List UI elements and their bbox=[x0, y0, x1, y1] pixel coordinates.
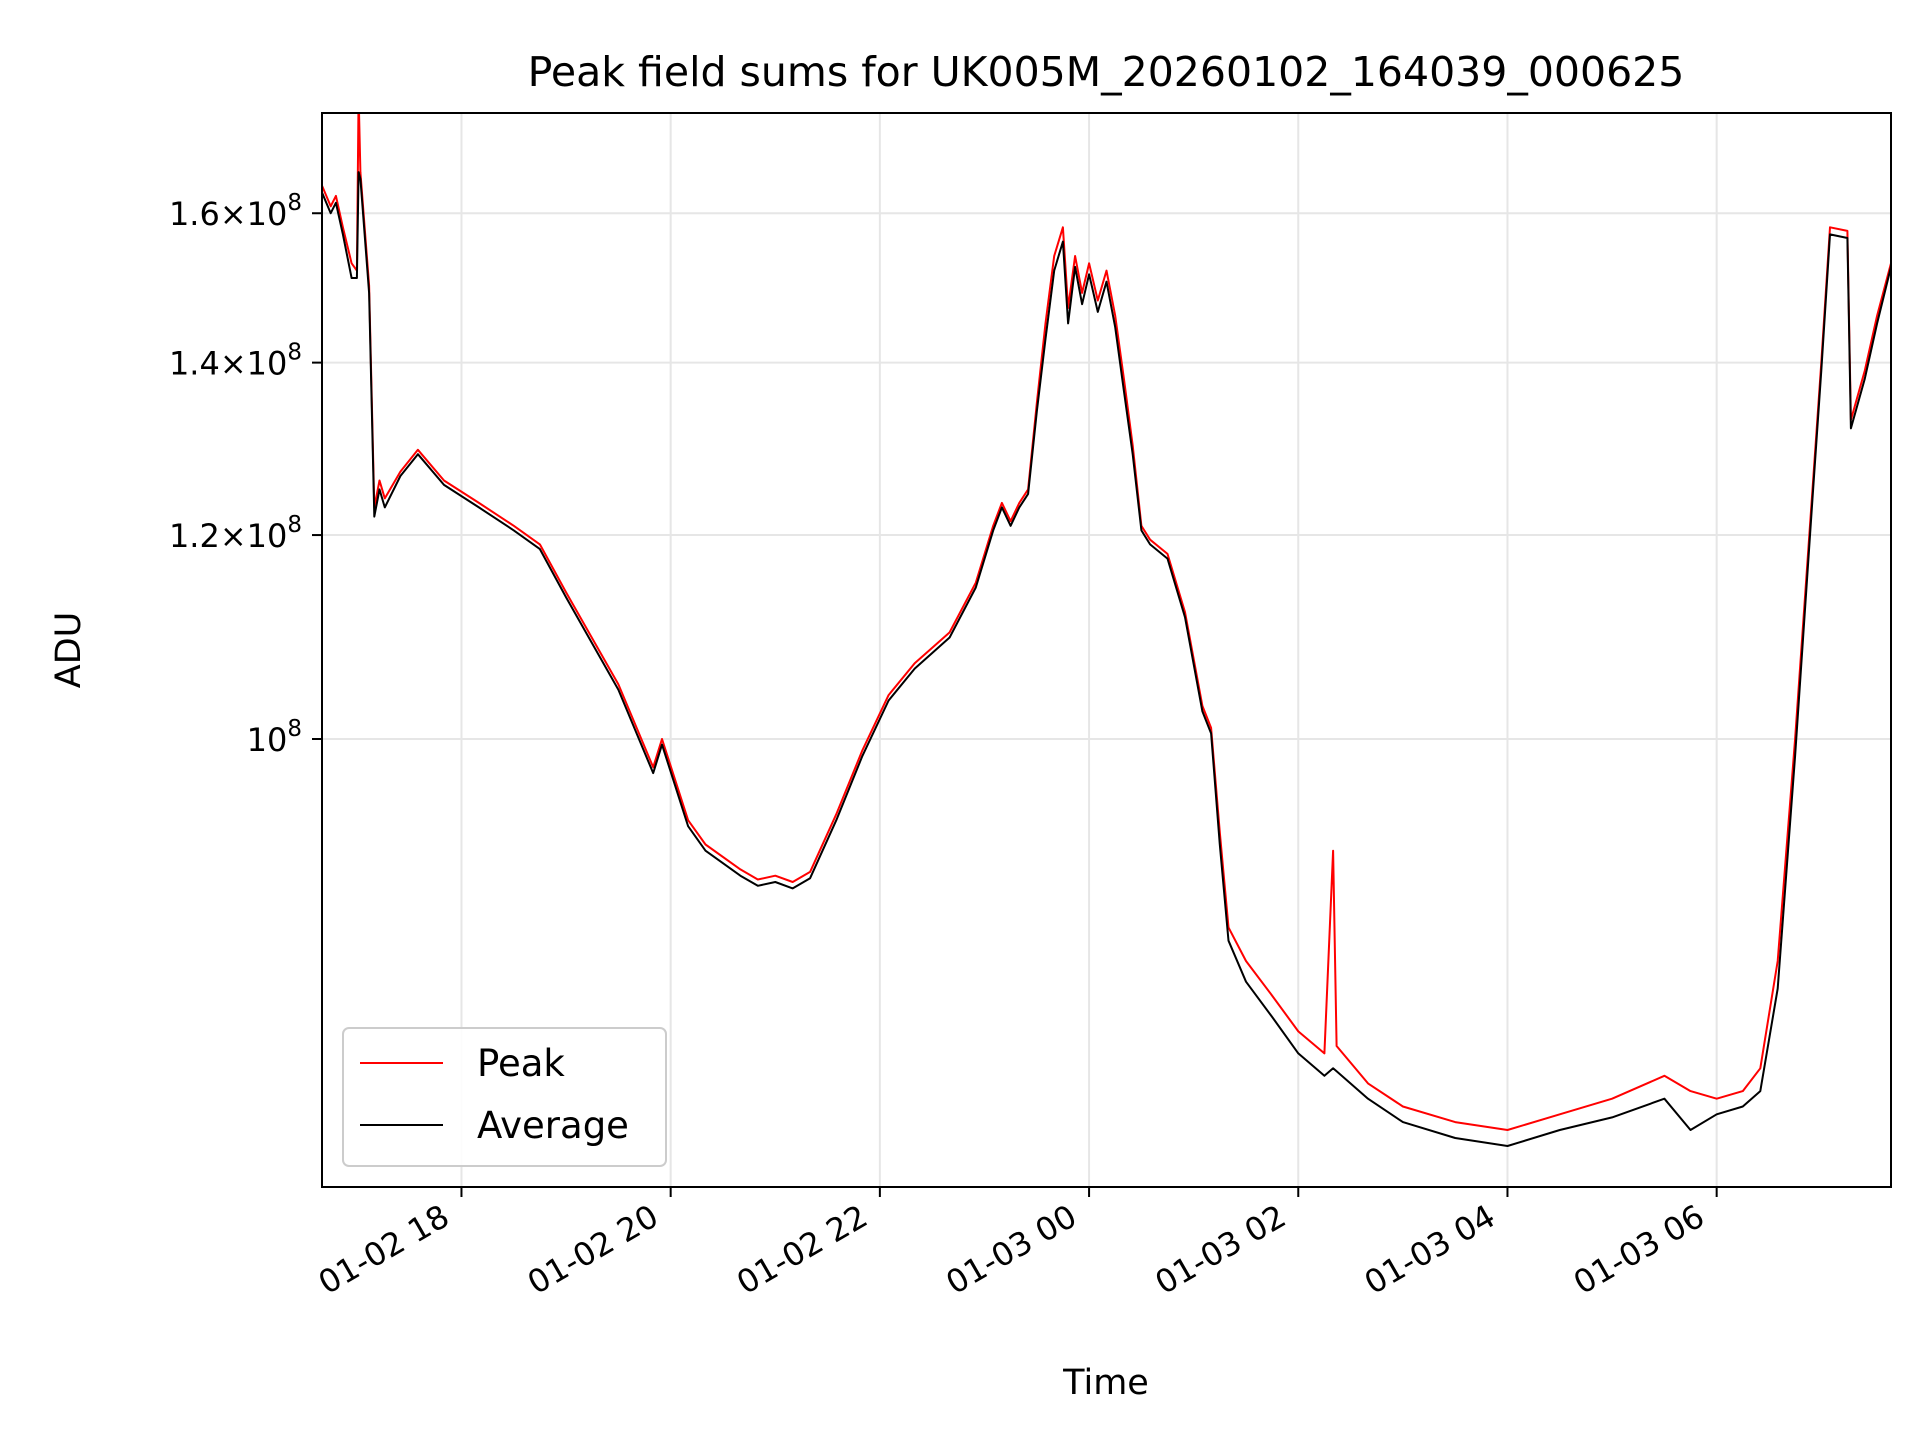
plot-area bbox=[322, 113, 1891, 1147]
x-axis-label: Time bbox=[1062, 1363, 1149, 1403]
grid bbox=[322, 113, 1891, 1187]
y-tick-label: 108 bbox=[247, 716, 302, 759]
legend: Peak Average bbox=[342, 1027, 667, 1167]
series-line-average bbox=[322, 171, 1891, 1147]
y-tick-label: 1.6×108 bbox=[169, 190, 302, 233]
legend-label-peak: Peak bbox=[477, 1042, 565, 1085]
y-tick-label: 1.2×108 bbox=[169, 512, 302, 555]
y-tick-label: 1.4×108 bbox=[169, 340, 302, 383]
y-axis-label: ADU bbox=[49, 612, 89, 689]
y-axis: 1.6×108 1.4×108 1.2×108 108 bbox=[169, 190, 322, 759]
chart-title: Peak field sums for UK005M_20260102_1640… bbox=[528, 48, 1685, 96]
legend-label-average: Average bbox=[477, 1104, 629, 1147]
plot-frame bbox=[321, 112, 1892, 1188]
